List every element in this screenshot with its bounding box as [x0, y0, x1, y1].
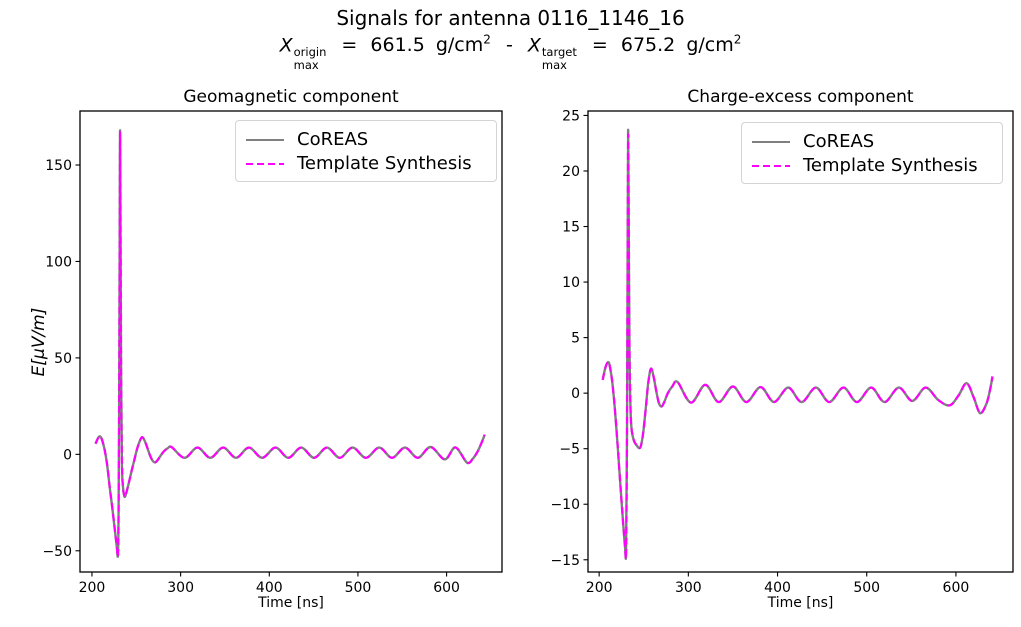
legend-label-template-synthesis: Template Synthesis	[297, 153, 472, 174]
x-tick-label: 300	[675, 580, 702, 596]
y-tick-label: −5	[559, 442, 580, 458]
axes-spines-geomagnetic	[79, 110, 503, 573]
xmax-target-unit: g/cm2	[686, 33, 742, 57]
axis-ticks-charge_excess	[583, 114, 957, 577]
y-tick-label: 15	[562, 220, 580, 236]
template-synthesis-line-sample	[752, 164, 790, 168]
legend-label-coreas: CoREAS	[803, 131, 875, 152]
xmax-target-value: 675.2	[620, 34, 676, 57]
xaxis-label-geomagnetic: Time [ns]	[258, 595, 324, 611]
unit-exponent: 2	[483, 33, 491, 47]
xmax-origin-unit: g/cm2	[435, 33, 491, 57]
series-line-coreas	[601, 128, 994, 560]
legend-entry-coreas: CoREAS	[752, 130, 992, 154]
xaxis-label-charge-excess: Time [ns]	[767, 595, 834, 611]
xmax-origin-symbol: X	[279, 34, 293, 57]
separator-dash: -	[505, 34, 513, 57]
legend-geomagnetic: CoREAS Template Synthesis	[235, 120, 497, 182]
y-tick-label: 10	[562, 275, 580, 291]
y-tick-label: −10	[550, 497, 580, 513]
x-tick-label: 500	[345, 580, 372, 596]
x-tick-label: 600	[943, 580, 970, 596]
y-tick-label: −50	[42, 544, 72, 560]
axis-ticks-geomagnetic	[75, 164, 448, 577]
y-tick-label: 25	[562, 108, 580, 124]
y-tick-label: 50	[54, 351, 72, 367]
tick-labels-charge_excess: 200 300 400 500 600 −15 −10 −5 0 5 10 15 20 25	[550, 108, 969, 596]
xmax-origin-subscript: max	[293, 57, 319, 72]
y-tick-label: 5	[571, 331, 580, 347]
x-tick-label: 600	[433, 580, 460, 596]
x-tick-label: 300	[167, 580, 194, 596]
series-line-template-synthesis	[601, 133, 994, 560]
legend-charge-excess: CoREAS Template Synthesis	[741, 122, 1003, 184]
y-tick-label: 0	[571, 386, 580, 402]
coreas-line-sample	[752, 140, 790, 144]
y-tick-label: −15	[550, 553, 580, 569]
legend-label-coreas: CoREAS	[297, 129, 369, 150]
coreas-line-sample	[246, 138, 284, 142]
series-group-charge_excess	[601, 128, 994, 560]
legend-entry-coreas: CoREAS	[246, 128, 486, 152]
series-line-template-synthesis	[94, 131, 486, 558]
y-tick-label: 150	[45, 158, 72, 174]
xmax-target-subscript: max	[541, 57, 567, 72]
legend-entry-template-synthesis: Template Synthesis	[246, 152, 486, 176]
xmax-origin-superscript: origin	[293, 45, 327, 60]
xmax-target-symbol: X	[527, 34, 541, 57]
template-synthesis-line-sample	[246, 162, 284, 166]
xmax-origin-value: 661.5	[370, 34, 425, 57]
xmax-origin-scripts: origin max	[294, 46, 327, 71]
y-tick-label: 0	[63, 447, 72, 463]
legend-entry-template-synthesis: Template Synthesis	[752, 154, 992, 178]
y-tick-label: 100	[45, 254, 72, 270]
yaxis-label-geomagnetic: E[μV/m]	[29, 307, 49, 377]
series-line-coreas	[94, 129, 486, 558]
y-tick-label: 20	[562, 164, 580, 180]
x-tick-label: 400	[256, 580, 283, 596]
x-tick-label: 500	[853, 580, 880, 596]
tick-labels-geomagnetic: 200 300 400 500 600 −50 0 50 100 150	[42, 158, 460, 596]
unit-exponent: 2	[733, 33, 742, 47]
x-tick-label: 200	[586, 580, 613, 596]
x-tick-label: 200	[79, 580, 106, 596]
panel-title-charge-excess: Charge-excess component	[687, 87, 914, 107]
panel-title-geomagnetic: Geomagnetic component	[183, 87, 399, 107]
figure-title: Signals for antenna 0116_1146_16	[336, 6, 685, 30]
axes-spines-charge_excess	[587, 110, 1014, 573]
equals-sign: =	[341, 34, 358, 57]
xmax-target-scripts: target max	[542, 46, 577, 71]
series-group-geomagnetic	[94, 129, 486, 558]
equals-sign: =	[591, 34, 608, 57]
legend-label-template-synthesis: Template Synthesis	[803, 155, 978, 176]
x-tick-label: 400	[764, 580, 791, 596]
xmax-target-superscript: target	[541, 45, 577, 60]
